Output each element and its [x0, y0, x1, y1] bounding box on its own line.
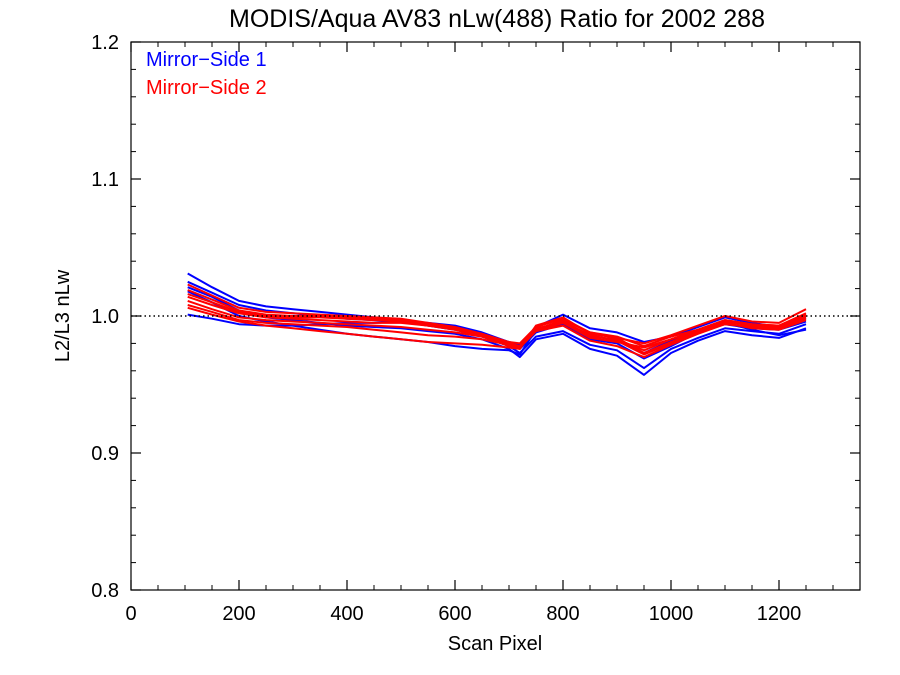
series-line-mirror-side-2-12	[187, 306, 807, 350]
x-axis-label: Scan Pixel	[448, 633, 543, 655]
y-axis-label: L2/L3 nLw	[52, 269, 74, 362]
series-line-mirror-side-1-3	[187, 286, 807, 376]
x-tick-label: 200	[222, 603, 255, 625]
chart-title: MODIS/Aqua AV83 nLw(488) Ratio for 2002 …	[229, 5, 765, 33]
x-tick-label: 0	[125, 603, 136, 625]
x-tick-label: 1200	[757, 603, 802, 625]
series-line-mirror-side-2-10	[187, 299, 807, 356]
legend: Mirror−Side 1 Mirror−Side 2	[146, 49, 267, 99]
x-tick-label: 800	[546, 603, 579, 625]
legend-entry-mirror-side-1: Mirror−Side 1	[146, 49, 267, 71]
data-lines	[187, 272, 807, 376]
x-tick-label: 1000	[649, 603, 694, 625]
x-tick-labels: 0 200 400 600 800 1000 1200	[125, 603, 801, 625]
series-line-mirror-side-2-9	[187, 295, 807, 354]
x-tick-label: 400	[330, 603, 363, 625]
axis-ticks	[130, 41, 861, 591]
series-line-mirror-side-2-11	[187, 304, 807, 349]
y-tick-label: 0.9	[91, 443, 119, 465]
x-tick-label: 600	[438, 603, 471, 625]
y-tick-label: 1.1	[91, 169, 119, 191]
y-tick-labels: 0.8 0.9 1.0 1.1 1.2	[91, 32, 119, 602]
y-tick-label: 1.2	[91, 32, 119, 54]
legend-entry-mirror-side-2: Mirror−Side 2	[146, 77, 267, 99]
y-tick-label: 1.0	[91, 306, 119, 328]
y-tick-label: 0.8	[91, 580, 119, 602]
series-line-mirror-side-2-8	[187, 293, 807, 359]
